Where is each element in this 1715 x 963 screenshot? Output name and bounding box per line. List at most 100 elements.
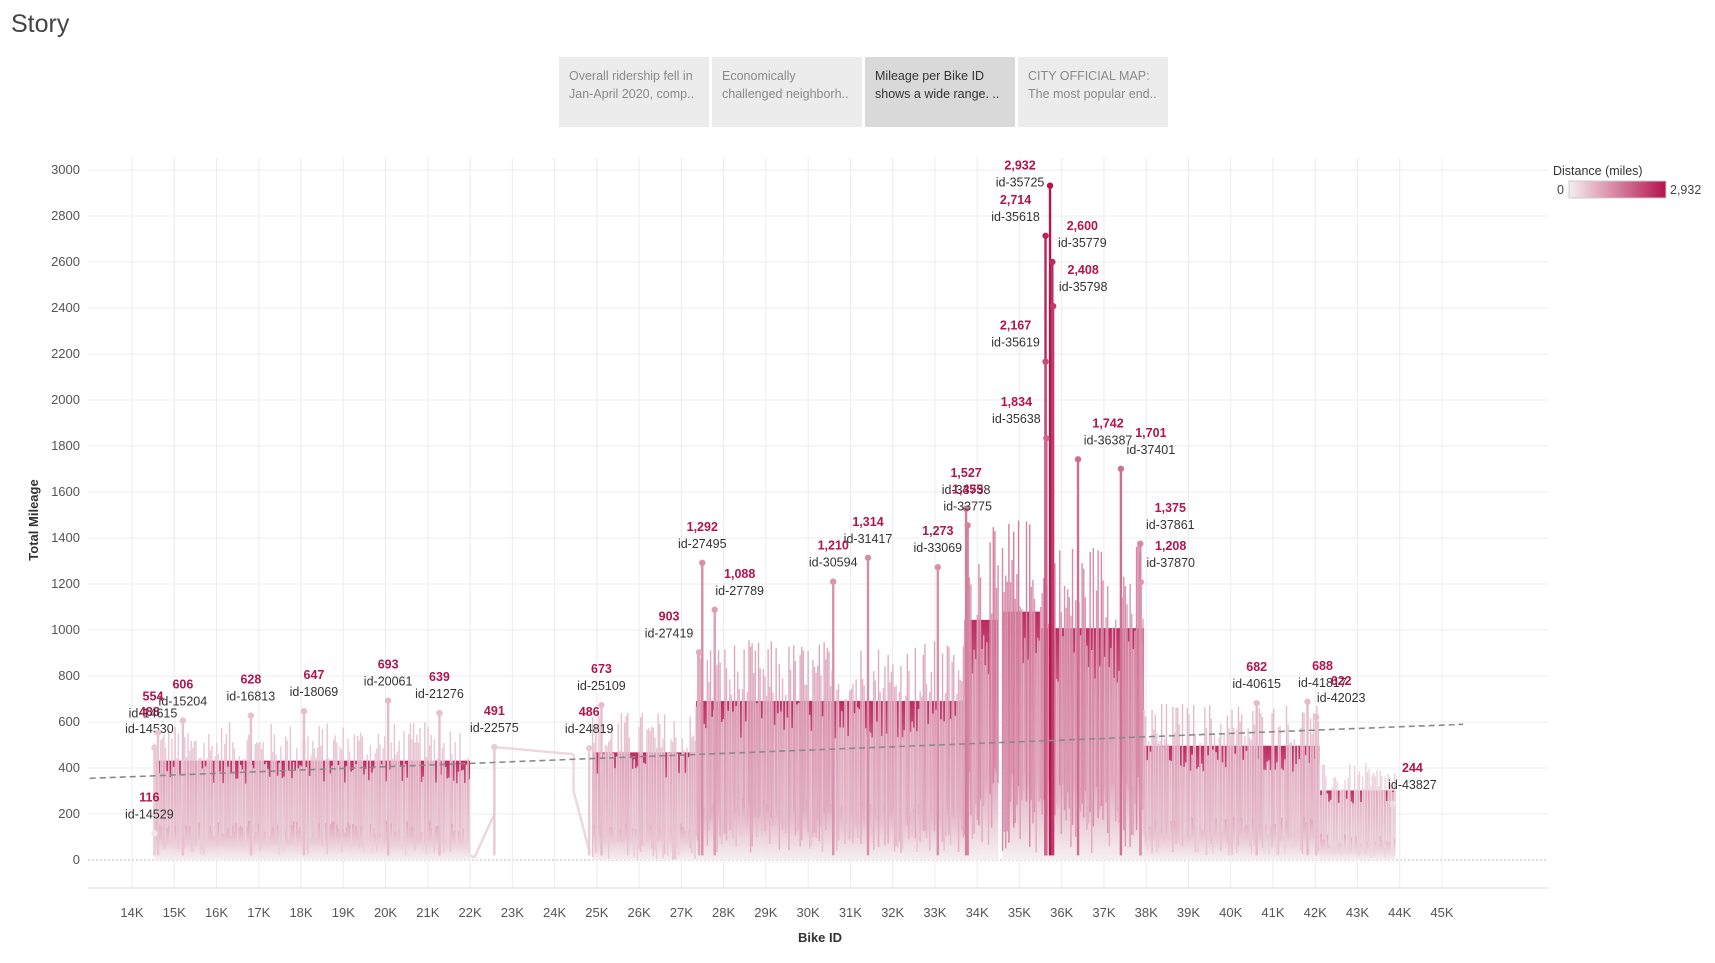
peak-marker[interactable] — [1137, 578, 1144, 586]
story-point-1[interactable]: Overall ridership fell in Jan-April 2020… — [559, 57, 709, 127]
annotation-value: 488 — [139, 705, 160, 719]
story-title: Story — [11, 10, 70, 38]
series-segment — [1039, 542, 1145, 860]
legend-title: Distance (miles) — [1553, 164, 1643, 178]
y-tick-label: 2800 — [51, 208, 80, 223]
annotation-id: id-35618 — [991, 210, 1040, 224]
peak-marker[interactable] — [585, 745, 593, 752]
annotation-id: id-14529 — [125, 807, 174, 821]
y-tick-label: 2600 — [51, 254, 80, 269]
annotation-value: 639 — [429, 670, 450, 684]
legend-gradient-bar — [1568, 180, 1667, 199]
series-segment — [1001, 520, 1041, 860]
trend-line-group — [89, 723, 1464, 780]
color-legend: Distance (miles) 0 2,932 — [1553, 164, 1701, 199]
annotation-id: id-18069 — [290, 685, 339, 699]
y-tick-label: 200 — [58, 806, 80, 821]
annotation-value: 1,088 — [724, 567, 755, 581]
annotation-value: 1,273 — [922, 524, 953, 538]
peak-marker[interactable] — [151, 830, 158, 837]
annotation-value: 647 — [304, 668, 325, 682]
annotation-value: 682 — [1246, 660, 1267, 674]
annotation-id: id-35779 — [1058, 236, 1107, 250]
peak-marker[interactable] — [1117, 465, 1125, 472]
peak-marker[interactable] — [598, 702, 605, 709]
annotation-id: id-20061 — [364, 675, 413, 689]
story-navigator: Overall ridership fell in Jan-April 2020… — [559, 57, 1168, 127]
y-tick-label: 2200 — [51, 346, 80, 361]
annotation-id: id-37870 — [1146, 556, 1195, 570]
annotation-id: id-24819 — [565, 722, 614, 736]
annotation-value: 688 — [1312, 659, 1333, 673]
peak-marker[interactable] — [934, 564, 942, 571]
peak-marker[interactable] — [436, 709, 443, 717]
peak-marker[interactable] — [1042, 358, 1049, 365]
x-tick-label: 25K — [585, 905, 608, 920]
peak-marker[interactable] — [384, 697, 392, 704]
x-tick-label: 15K — [163, 905, 186, 920]
peak-marker[interactable] — [247, 712, 255, 719]
annotation-value: 491 — [484, 704, 505, 718]
annotation-id: id-25109 — [577, 679, 626, 693]
y-tick-label: 2000 — [51, 392, 80, 407]
peak-marker[interactable] — [1304, 698, 1311, 705]
story-point-2-line2: challenged neighborh.. — [722, 87, 849, 101]
peak-marker[interactable] — [1042, 232, 1049, 239]
x-tick-label: 45K — [1430, 905, 1453, 920]
story-point-3[interactable]: Mileage per Bike ID shows a wide range. … — [865, 57, 1015, 127]
peak-marker[interactable] — [695, 649, 703, 656]
x-tick-label: 36K — [1050, 905, 1073, 920]
peak-marker[interactable] — [830, 578, 837, 585]
peak-marker[interactable] — [154, 729, 162, 736]
annotation-value: 1,292 — [687, 520, 718, 534]
peak-marker[interactable] — [962, 505, 970, 512]
axes: 0 200 400 600 800 1000 1200 1400 1600 1800 2000 220… — [51, 162, 1548, 920]
peak-marker[interactable] — [864, 554, 872, 561]
peak-marker[interactable] — [1312, 713, 1320, 721]
annotation-value: 606 — [172, 678, 193, 692]
annotation-value: 628 — [240, 673, 261, 687]
peak-marker[interactable] — [1046, 182, 1054, 189]
peak-marker[interactable] — [1137, 540, 1144, 547]
peak-marker[interactable] — [699, 559, 706, 567]
x-tick-label: 18K — [289, 905, 312, 920]
x-tick-label: 22K — [458, 905, 481, 920]
peak-marker[interactable] — [1389, 800, 1396, 808]
x-tick-label: 39K — [1177, 905, 1200, 920]
annotation-value: 2,600 — [1067, 219, 1098, 233]
story-point-4[interactable]: CITY OFFICIAL MAP: The most popular end.… — [1018, 57, 1168, 127]
peak-marker[interactable] — [1043, 434, 1050, 442]
annotation-id: id-41817 — [1298, 676, 1347, 690]
peak-marker[interactable] — [300, 707, 308, 715]
series-connector — [572, 790, 591, 852]
peak-marker[interactable] — [179, 717, 187, 724]
peak-marker[interactable] — [1049, 302, 1057, 310]
y-tick-label: 400 — [58, 760, 80, 775]
y-tick-label: 1600 — [51, 484, 80, 499]
y-tick-label: 1400 — [51, 530, 80, 545]
y-tick-label: 1800 — [51, 438, 80, 453]
annotation-value: 673 — [591, 662, 612, 676]
peak-marker[interactable] — [1253, 699, 1260, 707]
peak-marker[interactable] — [964, 522, 971, 529]
annotation-id: id-27495 — [678, 537, 727, 551]
peak-marker[interactable] — [491, 743, 498, 751]
story-point-4-line2: The most popular end.. — [1028, 87, 1157, 101]
peak-marker[interactable] — [1074, 456, 1082, 463]
x-tick-label: 41K — [1261, 905, 1284, 920]
series-connector — [473, 813, 496, 859]
annotation-value: 2,408 — [1068, 263, 1099, 277]
peak-marker[interactable] — [1049, 258, 1056, 266]
story-point-2[interactable]: Economically challenged neighborh.. — [712, 57, 862, 127]
x-tick-label: 23K — [501, 905, 524, 920]
x-tick-label: 34K — [966, 905, 989, 920]
annotation-value: 693 — [378, 658, 399, 672]
x-tick-label: 40K — [1219, 905, 1242, 920]
annotation-id: id-27419 — [645, 626, 694, 640]
x-tick-label: 16K — [205, 905, 228, 920]
series-segment — [153, 722, 471, 860]
peak-marker[interactable] — [151, 744, 158, 751]
peak-marker[interactable] — [711, 606, 718, 613]
y-tick-label: 1000 — [51, 622, 80, 637]
